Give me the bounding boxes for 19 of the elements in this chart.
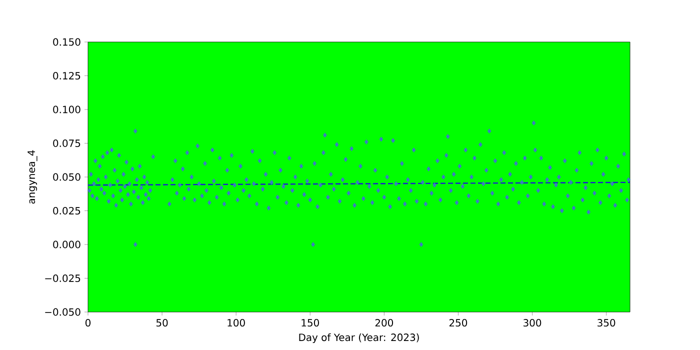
y-tick-label: 0.075 <box>53 139 80 148</box>
y-tick-label: −0.050 <box>45 308 80 316</box>
y-tick-label: 0.100 <box>53 106 80 114</box>
x-tick-label: 0 <box>85 319 91 327</box>
x-tick-label: 300 <box>524 319 542 327</box>
x-tick-label: 150 <box>302 319 319 327</box>
x-tick-label: 350 <box>598 319 616 327</box>
y-tick-label: 0.050 <box>53 173 80 181</box>
y-tick-label: 0.125 <box>53 72 80 80</box>
y-tick-label: 0.025 <box>53 206 80 215</box>
y-tick-label: 0.150 <box>53 38 80 46</box>
x-axis-title: Day of Year (Year: 2023) <box>299 333 419 344</box>
y-axis-title: angynea_4 <box>28 150 38 204</box>
x-tick-label: 200 <box>375 319 394 327</box>
x-tick-label: 100 <box>228 319 245 327</box>
x-tick-label: 50 <box>156 319 168 327</box>
y-tick-label: −0.025 <box>45 274 80 282</box>
x-tick-label: 250 <box>449 319 468 327</box>
y-tick-label: 0.000 <box>53 240 80 248</box>
